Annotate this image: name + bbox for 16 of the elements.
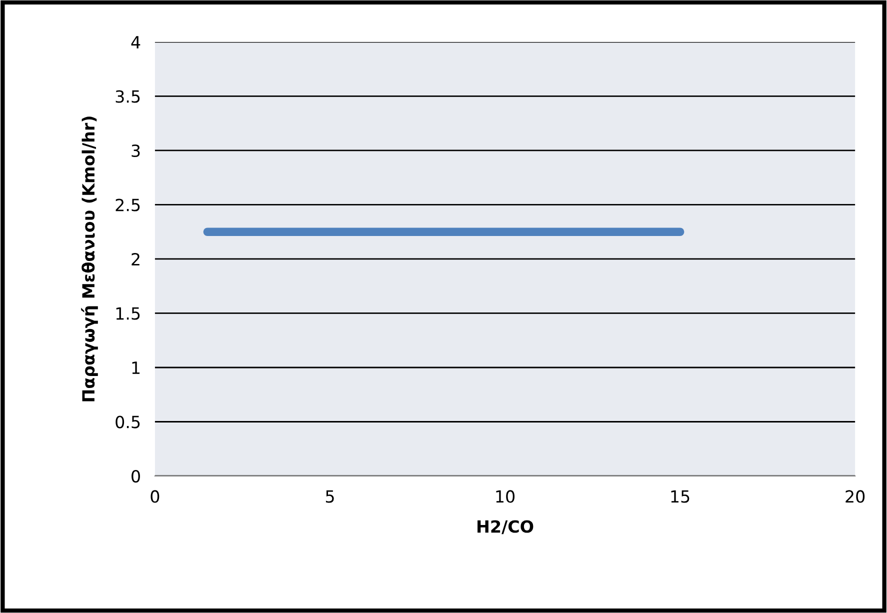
y-tick-label: 0.5: [116, 416, 140, 428]
y-tick-label: 3.5: [116, 90, 140, 103]
x-tick-label: 5: [326, 490, 334, 503]
x-tick-label: 10: [496, 490, 515, 503]
y-tick-label: 3: [132, 144, 140, 158]
x-tick-label: 20: [846, 490, 865, 503]
y-axis-title: Παραγωγή Μεθανιου (Kmol/hr): [81, 116, 98, 402]
y-tick-label: 4: [131, 36, 140, 48]
y-tick-label: 2.5: [116, 198, 140, 212]
x-tick-label: 0: [150, 490, 160, 503]
y-tick-label: 2: [132, 252, 140, 266]
x-axis-title: H2/CO: [478, 520, 534, 534]
y-tick-label: 1.5: [116, 307, 140, 320]
y-tick-label: 1: [132, 362, 140, 374]
x-tick-label: 15: [671, 490, 690, 503]
y-tick-label: 0: [132, 470, 140, 483]
